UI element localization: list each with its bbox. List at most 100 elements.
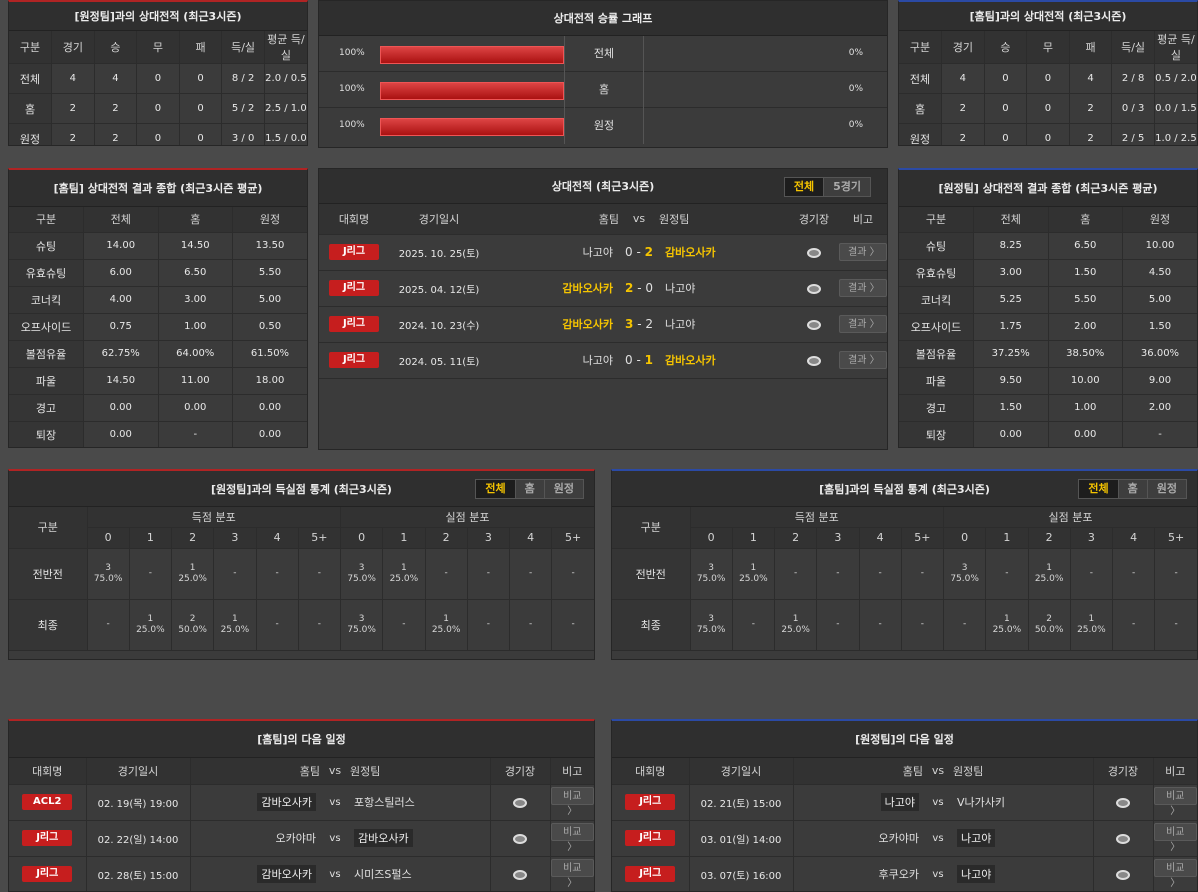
toggle-5games[interactable]: 5경기	[824, 178, 870, 196]
stat-cell: 0	[1026, 63, 1070, 94]
stadium-cell	[789, 342, 839, 379]
toggle-home[interactable]: 홈	[515, 480, 545, 498]
stadium-icon[interactable]	[513, 833, 527, 844]
row-label: 코너킥	[9, 286, 84, 314]
category-label: 홈	[564, 72, 644, 108]
goal-count-header: 1	[382, 527, 426, 549]
toggle-home[interactable]: 홈	[1118, 480, 1148, 498]
dist-count: -	[963, 619, 967, 629]
dist-count: -	[233, 568, 237, 578]
result-button[interactable]: 결과 〉	[839, 243, 887, 261]
dist-cell: -	[816, 548, 860, 600]
stat-cell: 2.00	[1122, 394, 1197, 422]
stat-cell: 38.50%	[1048, 340, 1123, 368]
row-label: 슈팅	[9, 232, 84, 260]
dist-count: 3	[105, 562, 111, 573]
stadium-icon[interactable]	[513, 797, 527, 808]
dist-percent: 75.0%	[347, 624, 376, 635]
dist-cell: 1 25.0%	[171, 548, 215, 600]
stadium-icon[interactable]	[513, 869, 527, 880]
away-score: 2	[644, 245, 653, 259]
stadium-icon[interactable]	[1116, 833, 1130, 844]
compare-button[interactable]: 비교 〉	[550, 823, 594, 853]
column-header: 경기장	[789, 204, 839, 235]
column-header: 경기일시	[389, 204, 489, 235]
away-team-cell: 감바오사카	[350, 820, 491, 857]
column-header: 원정	[1122, 207, 1197, 233]
panel-title: [홈팀] 상대전적 결과 종합 (최근3시즌 평균)	[9, 170, 307, 207]
date-cell: 02. 22(일) 14:00	[86, 820, 191, 857]
result-button[interactable]: 결과 〉	[839, 351, 887, 369]
league-badge: ACL2	[22, 794, 73, 810]
compare-button[interactable]: 비교 〉	[1153, 787, 1197, 817]
win-rate-bar	[380, 118, 564, 136]
toggle-all[interactable]: 전체	[476, 480, 516, 498]
dist-count: 1	[1088, 613, 1095, 624]
dist-cell: -	[1112, 548, 1156, 600]
compare-button[interactable]: 비교 〉	[550, 787, 594, 817]
column-header: 원정팀	[350, 758, 491, 785]
dist-count: -	[317, 619, 321, 629]
compare-button[interactable]: 비교 〉	[1153, 859, 1197, 889]
toggle-all[interactable]: 전체	[784, 178, 825, 196]
stat-cell: 0.75	[83, 313, 159, 341]
goal-count-header: 4	[256, 527, 299, 549]
row-label: 원정	[9, 123, 53, 145]
dist-percent: 25.0%	[781, 624, 810, 635]
dist-cell: -	[298, 548, 342, 600]
stadium-icon[interactable]	[807, 283, 821, 294]
dist-cell: 3 75.0%	[690, 599, 733, 651]
league-badge: J리그	[625, 830, 676, 846]
column-header: 전체	[83, 207, 159, 233]
graph-row: 100% 원정 0%	[319, 108, 887, 144]
stat-cell: 4	[94, 63, 138, 94]
dist-cell: -	[256, 548, 299, 600]
goal-count-header: 0	[340, 527, 384, 549]
dist-count: -	[751, 619, 755, 629]
table-row: 볼점유율 62.75% 64.00% 61.50%	[9, 340, 307, 368]
compare-button[interactable]: 비교 〉	[1153, 823, 1197, 853]
toggle-all[interactable]: 전체	[1079, 480, 1119, 498]
dist-count: -	[836, 568, 840, 578]
stat-cell: 10.00	[1122, 232, 1197, 260]
stadium-icon[interactable]	[807, 355, 821, 366]
column-header: 무	[136, 31, 180, 64]
column-header: 대회명	[612, 758, 690, 785]
stat-cell: 4	[1069, 63, 1113, 94]
goal-count-header: 2	[425, 527, 468, 549]
toggle-away[interactable]: 원정	[544, 480, 583, 498]
result-button[interactable]: 결과 〉	[839, 279, 887, 297]
goal-count-header: 4	[509, 527, 553, 549]
dist-count: -	[529, 568, 533, 578]
stadium-icon[interactable]	[807, 247, 821, 258]
left-rate: 100%	[339, 120, 365, 130]
date-cell: 2025. 04. 12(토)	[389, 270, 489, 307]
dist-cell: 1 25.0%	[985, 599, 1029, 651]
column-header: 대회명	[9, 758, 87, 785]
compare-button[interactable]: 비교 〉	[550, 859, 594, 889]
league-cell: J리그	[612, 856, 690, 891]
dist-cell: -	[467, 548, 511, 600]
date-cell: 03. 07(토) 16:00	[689, 856, 794, 891]
group-header: 구분	[9, 507, 88, 549]
stat-cell: 0.5 / 2.0	[1154, 63, 1197, 94]
row-label: 파울	[9, 367, 84, 395]
stadium-icon[interactable]	[1116, 797, 1130, 808]
stat-cell: 0	[136, 123, 180, 145]
row-label: 경고	[9, 394, 84, 422]
stat-cell: 36.00%	[1122, 340, 1197, 368]
stadium-icon[interactable]	[1116, 869, 1130, 880]
stadium-icon[interactable]	[807, 319, 821, 330]
stadium-cell	[789, 306, 839, 343]
stat-cell: 5.00	[1122, 286, 1197, 314]
result-button[interactable]: 결과 〉	[839, 315, 887, 333]
dist-cell: -	[859, 548, 902, 600]
toggle-away[interactable]: 원정	[1147, 480, 1186, 498]
goal-count-header: 5+	[1154, 527, 1197, 549]
dist-percent: 25.0%	[431, 624, 461, 635]
stat-cell: -	[158, 421, 233, 447]
table-row: 코너킥 5.25 5.50 5.00	[899, 286, 1197, 314]
stat-cell: 5.00	[232, 286, 307, 314]
dist-count: -	[920, 568, 924, 578]
